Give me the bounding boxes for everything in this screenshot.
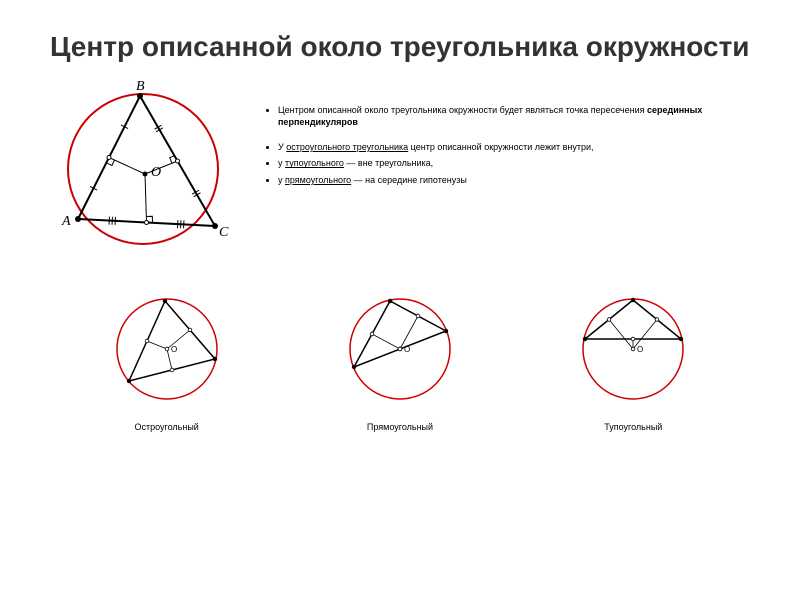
description-list: Центром описанной около треугольника окр… bbox=[260, 104, 750, 191]
page-title: Центр описанной около треугольника окруж… bbox=[50, 30, 750, 64]
bullet-item: у прямоугольного — на середине гипотенуз… bbox=[278, 174, 750, 187]
svg-text:A: A bbox=[61, 214, 71, 229]
svg-text:O: O bbox=[404, 345, 410, 354]
svg-text:O: O bbox=[151, 165, 161, 180]
bullet-item: у тупоугольного — вне треугольника, bbox=[278, 157, 750, 170]
svg-text:O: O bbox=[171, 345, 177, 354]
examples-row: O Остроугольный O Прямоугольный O Тупоугольны… bbox=[50, 289, 750, 432]
example-obtuse: O Тупоугольный bbox=[573, 289, 693, 432]
example-acute: O Остроугольный bbox=[107, 289, 227, 432]
top-row: A B C O Центром описанной около треугольник… bbox=[50, 74, 750, 259]
bullet-item: У остроугольного треугольника центр опис… bbox=[278, 141, 750, 154]
svg-text:B: B bbox=[136, 79, 145, 94]
svg-text:O: O bbox=[637, 345, 643, 354]
example-label: Тупоугольный bbox=[573, 422, 693, 432]
svg-text:C: C bbox=[219, 225, 229, 240]
bullet-item: Центром описанной около треугольника окр… bbox=[278, 104, 750, 129]
example-label: Прямоугольный bbox=[340, 422, 460, 432]
main-circumscribed-diagram: A B C O bbox=[50, 74, 240, 259]
example-right: O Прямоугольный bbox=[340, 289, 460, 432]
example-label: Остроугольный bbox=[107, 422, 227, 432]
